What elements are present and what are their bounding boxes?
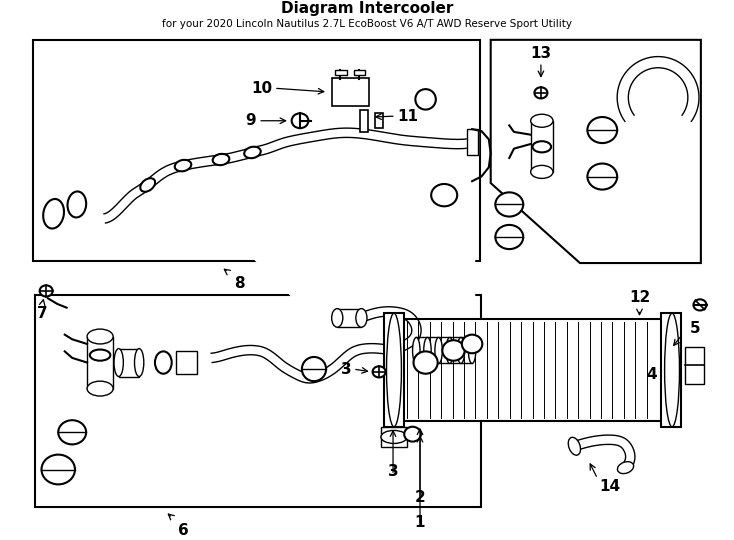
Ellipse shape (332, 309, 343, 327)
Text: 12: 12 (629, 290, 650, 305)
Text: 8: 8 (234, 276, 245, 291)
Ellipse shape (664, 313, 680, 427)
Ellipse shape (40, 285, 53, 296)
Bar (661, 313, 681, 427)
Bar (176, 352, 197, 374)
Text: 3: 3 (388, 464, 399, 479)
Ellipse shape (462, 335, 482, 353)
Ellipse shape (68, 192, 86, 218)
Ellipse shape (415, 89, 436, 110)
Text: for your 2020 Lincoln Nautilus 2.7L EcoBoost V6 A/T AWD Reserve Sport Utility: for your 2020 Lincoln Nautilus 2.7L EcoB… (162, 19, 572, 29)
Bar (360, 110, 368, 132)
Text: 2: 2 (415, 490, 426, 505)
Ellipse shape (291, 113, 308, 128)
Ellipse shape (155, 352, 172, 374)
Bar (335, 70, 346, 75)
Bar (467, 129, 478, 155)
Text: 7: 7 (37, 306, 48, 321)
Ellipse shape (58, 420, 86, 444)
Bar (685, 347, 704, 384)
Polygon shape (211, 343, 393, 383)
Ellipse shape (443, 340, 465, 361)
Bar (87, 336, 113, 389)
Ellipse shape (404, 427, 421, 442)
Polygon shape (491, 40, 701, 263)
Text: 14: 14 (599, 479, 620, 494)
Bar (354, 70, 365, 75)
Ellipse shape (87, 329, 113, 344)
Ellipse shape (356, 309, 367, 327)
Ellipse shape (413, 338, 420, 363)
Text: 13: 13 (531, 46, 551, 62)
Polygon shape (467, 129, 478, 155)
Ellipse shape (495, 225, 523, 249)
Bar (375, 113, 383, 128)
Bar (337, 309, 361, 327)
Ellipse shape (87, 381, 113, 396)
Text: 1: 1 (415, 515, 425, 530)
Ellipse shape (468, 338, 476, 363)
Bar (531, 121, 553, 172)
Bar (33, 40, 479, 261)
Ellipse shape (213, 154, 229, 165)
Ellipse shape (617, 462, 633, 474)
Bar (384, 313, 404, 427)
Polygon shape (617, 57, 699, 122)
Polygon shape (573, 435, 635, 471)
Ellipse shape (533, 141, 551, 152)
Text: 6: 6 (178, 523, 189, 537)
Bar (119, 349, 139, 376)
Ellipse shape (431, 184, 457, 206)
Ellipse shape (716, 336, 730, 348)
Ellipse shape (587, 117, 617, 143)
Text: 10: 10 (251, 80, 272, 96)
Text: 3: 3 (341, 362, 351, 376)
Ellipse shape (568, 437, 581, 455)
Ellipse shape (90, 349, 110, 361)
Ellipse shape (587, 164, 617, 190)
Ellipse shape (413, 352, 437, 374)
Ellipse shape (140, 178, 155, 192)
Ellipse shape (42, 455, 75, 484)
Ellipse shape (387, 313, 401, 427)
Ellipse shape (381, 430, 407, 443)
FancyBboxPatch shape (332, 78, 369, 106)
Bar (402, 319, 663, 421)
Ellipse shape (424, 338, 431, 363)
Polygon shape (35, 295, 482, 507)
Text: 4: 4 (646, 367, 657, 382)
Ellipse shape (435, 338, 443, 363)
Ellipse shape (495, 192, 523, 217)
Ellipse shape (531, 165, 553, 178)
Ellipse shape (534, 87, 548, 98)
Ellipse shape (694, 299, 706, 310)
Ellipse shape (43, 199, 64, 228)
Ellipse shape (134, 349, 144, 376)
Text: 5: 5 (690, 321, 700, 336)
Ellipse shape (457, 338, 465, 363)
Polygon shape (359, 307, 421, 353)
Ellipse shape (175, 160, 192, 171)
Text: 11: 11 (398, 109, 418, 124)
Text: 9: 9 (246, 113, 256, 129)
Text: Diagram Intercooler: Diagram Intercooler (281, 1, 453, 16)
Ellipse shape (446, 338, 454, 363)
Ellipse shape (373, 366, 385, 377)
Ellipse shape (302, 357, 326, 381)
Ellipse shape (531, 114, 553, 127)
Ellipse shape (244, 147, 261, 158)
Ellipse shape (114, 349, 123, 376)
Bar (381, 427, 407, 447)
